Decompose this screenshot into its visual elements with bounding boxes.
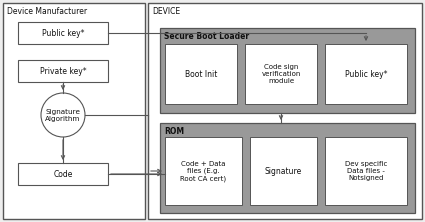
Bar [165,44,237,104]
Text: DEVICE: DEVICE [152,7,180,16]
Text: ROM: ROM [164,127,184,136]
Text: Code sign
verification
module: Code sign verification module [261,64,300,84]
Text: Dev specific
Data files -
Notsigned: Dev specific Data files - Notsigned [345,161,387,181]
Text: Signature
Algorithm: Signature Algorithm [45,109,81,121]
Bar [18,163,108,185]
Bar [148,3,422,219]
Bar [18,22,108,44]
Text: Public key*: Public key* [42,28,84,38]
Text: Secure Boot Loader: Secure Boot Loader [164,32,249,41]
Text: Boot Init: Boot Init [185,69,217,79]
Bar [325,44,407,104]
Bar [3,3,145,219]
Bar [245,44,317,104]
Text: Code + Data
files (E.g.
Root CA cert): Code + Data files (E.g. Root CA cert) [180,161,226,182]
Text: Device Manufacturer: Device Manufacturer [7,7,87,16]
Bar [250,137,317,205]
Text: Signature: Signature [264,166,302,176]
Text: Code: Code [53,170,73,178]
Bar [160,123,415,213]
Bar [325,137,407,205]
Circle shape [41,93,85,137]
Bar [160,28,415,113]
Text: Private key*: Private key* [40,67,86,75]
Bar [165,137,242,205]
Text: Public key*: Public key* [345,69,387,79]
Bar [18,60,108,82]
